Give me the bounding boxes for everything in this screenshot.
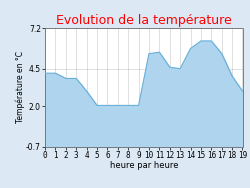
Y-axis label: Température en °C: Température en °C <box>15 52 24 123</box>
X-axis label: heure par heure: heure par heure <box>110 161 178 170</box>
Title: Evolution de la température: Evolution de la température <box>56 14 232 27</box>
